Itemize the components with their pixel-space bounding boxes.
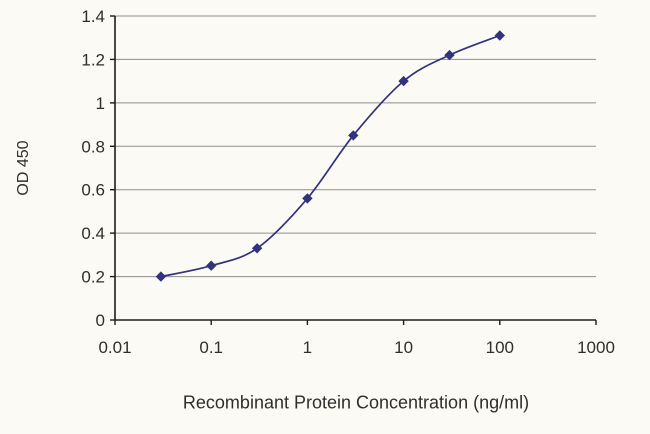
svg-text:1000: 1000 (577, 338, 615, 357)
svg-text:0.4: 0.4 (81, 224, 105, 243)
svg-text:0: 0 (96, 311, 105, 330)
svg-text:100: 100 (486, 338, 514, 357)
svg-text:0.2: 0.2 (81, 268, 105, 287)
svg-text:1.2: 1.2 (81, 50, 105, 69)
svg-text:0.01: 0.01 (98, 338, 131, 357)
svg-text:0.1: 0.1 (199, 338, 223, 357)
svg-text:0.6: 0.6 (81, 181, 105, 200)
svg-text:1: 1 (96, 94, 105, 113)
svg-text:1: 1 (303, 338, 312, 357)
x-axis-title: Recombinant Protein Concentration (ng/ml… (182, 392, 530, 413)
y-axis-title: OD 450 (15, 140, 32, 196)
svg-text:1.4: 1.4 (81, 7, 105, 26)
svg-text:10: 10 (394, 338, 413, 357)
svg-text:0.8: 0.8 (81, 137, 105, 156)
